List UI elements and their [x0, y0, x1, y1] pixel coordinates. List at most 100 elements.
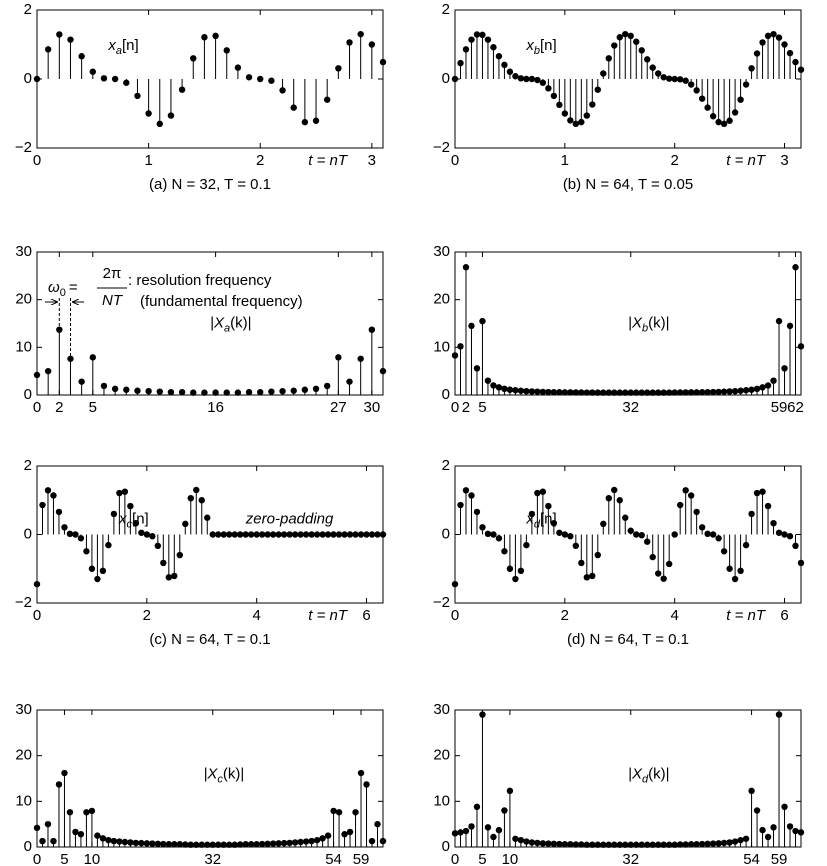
stem-marker — [127, 502, 134, 510]
stem-marker — [462, 827, 470, 835]
stem-marker — [363, 531, 370, 538]
label-base: |X — [628, 765, 643, 782]
stem-marker — [709, 113, 717, 120]
stem-marker — [627, 389, 634, 396]
omega-subscript: 0 — [60, 287, 66, 299]
stem-marker — [539, 488, 547, 495]
stem-marker — [512, 575, 519, 583]
stem-marker — [268, 77, 275, 84]
stem-marker — [633, 531, 640, 538]
stem-marker — [709, 840, 717, 847]
stem-marker — [665, 389, 673, 396]
label-base: |X — [628, 314, 643, 331]
stem-marker — [33, 824, 41, 832]
numerator: 2π — [103, 265, 122, 282]
stem-marker — [775, 711, 783, 718]
x-tick-label: 6 — [780, 607, 788, 624]
equals: = — [69, 279, 78, 296]
stem-marker — [457, 501, 464, 509]
y-tick-label: 2 — [442, 457, 450, 474]
signal-label: xb[n] — [525, 37, 556, 57]
stem-marker — [720, 120, 728, 128]
x-tick-label: 6 — [362, 607, 370, 624]
stem-marker — [572, 389, 580, 396]
stem-marker — [539, 840, 547, 847]
x-tick-label: 10 — [84, 851, 101, 866]
stem-marker — [100, 75, 108, 82]
stem-marker — [215, 531, 222, 538]
label-tail: (k)| — [648, 765, 669, 782]
stem-marker — [479, 31, 486, 39]
stem-marker — [490, 531, 497, 538]
stem-marker — [279, 87, 286, 94]
y-tick-label: 0 — [24, 70, 32, 87]
stem-marker — [611, 42, 618, 49]
stem-marker — [245, 388, 253, 396]
stem-marker — [212, 32, 219, 40]
stem-marker — [234, 389, 242, 396]
stem-marker — [589, 389, 596, 396]
stem-marker — [770, 824, 777, 831]
y-tick-label: −2 — [15, 594, 32, 611]
stem-marker — [737, 567, 744, 575]
stem-marker — [44, 487, 52, 494]
label-subscript: d — [642, 773, 649, 785]
stem-marker — [190, 55, 197, 62]
stem-marker — [572, 120, 580, 128]
stem-marker — [473, 803, 481, 811]
stem-marker — [720, 839, 728, 847]
stem-marker — [495, 384, 503, 391]
omega: ω — [48, 279, 60, 296]
stem-marker — [379, 837, 387, 845]
y-tick-label: 0 — [24, 525, 32, 542]
stem-marker — [534, 839, 541, 847]
stem-marker — [479, 317, 486, 325]
stem-marker — [622, 389, 629, 396]
y-tick-label: 10 — [15, 792, 32, 809]
stem-marker — [468, 322, 475, 330]
stem-marker — [550, 840, 558, 848]
stem-marker — [797, 559, 805, 567]
stem-marker — [638, 841, 645, 848]
stem-marker — [715, 840, 722, 847]
stem-marker — [781, 803, 788, 811]
label-subscript: c — [127, 518, 133, 530]
stem-marker — [731, 575, 739, 583]
stem-marker — [226, 531, 233, 538]
stem-marker — [368, 41, 376, 48]
stem-marker — [352, 809, 359, 816]
stem-marker — [335, 809, 343, 816]
y-tick-label: 2 — [442, 1, 450, 18]
plot-frame — [36, 709, 384, 848]
label-base: |X — [203, 765, 218, 782]
y-tick-label: 30 — [433, 701, 450, 718]
x-tick-label: 32 — [622, 399, 639, 416]
stem-marker — [324, 531, 332, 538]
note-line: : resolution frequency — [128, 272, 272, 289]
x-tick-label: 27 — [330, 399, 347, 416]
x-tick-label: 3 — [368, 152, 376, 169]
stem-marker — [363, 781, 370, 788]
stem-marker — [726, 565, 733, 572]
stem-marker — [323, 382, 331, 390]
stem-marker — [627, 32, 634, 40]
signal-label: |Xb(k)| — [628, 314, 669, 334]
stem-marker — [567, 117, 574, 124]
stem-marker — [726, 388, 733, 395]
stem-marker — [501, 385, 508, 393]
stem-marker — [330, 807, 337, 815]
stem-marker — [775, 529, 783, 536]
stem-marker — [545, 85, 552, 92]
stem-marker — [660, 389, 667, 396]
x-tick-label: 0 — [33, 152, 41, 169]
stem-marker — [116, 489, 123, 497]
stem-marker — [682, 487, 689, 494]
y-tick-label: 2 — [24, 1, 32, 18]
x-tick-label: 54 — [325, 851, 342, 866]
stem-marker — [517, 387, 525, 394]
stem-marker — [149, 840, 156, 847]
stem-marker — [649, 64, 656, 71]
stem-marker — [737, 836, 744, 844]
label-tail: (k)| — [223, 765, 244, 782]
signal-label: |Xc(k)| — [203, 765, 244, 785]
